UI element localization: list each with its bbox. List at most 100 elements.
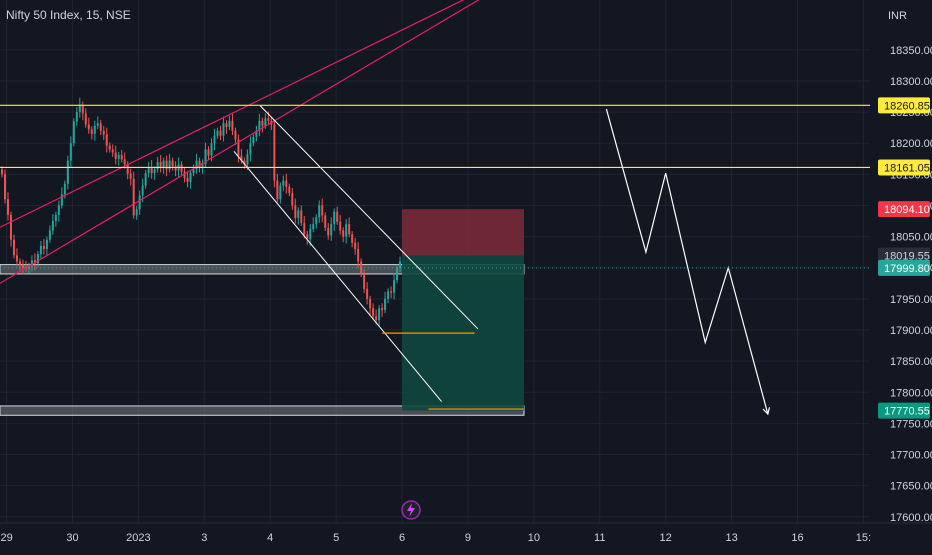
time-tick-label: 13 <box>725 532 737 544</box>
support-zone[interactable] <box>0 264 525 275</box>
candle <box>357 249 360 262</box>
candle <box>375 316 378 321</box>
levels[interactable] <box>0 104 870 269</box>
last-price-label: 17999.80 <box>884 263 930 275</box>
candle <box>81 104 84 114</box>
channel-down-lower[interactable] <box>233 150 442 402</box>
candle <box>192 169 195 174</box>
level-price-label: 18161.05 <box>884 162 930 174</box>
candle <box>396 267 399 281</box>
entry-price-label-bg <box>878 247 930 264</box>
candle <box>207 149 210 156</box>
candle <box>246 154 249 165</box>
candle <box>318 205 321 218</box>
candle <box>189 173 192 182</box>
candle <box>315 217 318 225</box>
candle <box>249 143 252 155</box>
candle <box>102 130 105 135</box>
candle <box>345 224 348 237</box>
time-tick-label: 9 <box>465 532 471 544</box>
candle <box>312 224 315 230</box>
candle <box>327 227 330 236</box>
candle <box>120 155 123 160</box>
short-position[interactable] <box>402 209 524 411</box>
candle <box>138 195 141 210</box>
candle <box>150 166 153 174</box>
candle <box>228 120 231 128</box>
candle <box>84 113 87 125</box>
candle <box>285 180 288 187</box>
candle <box>240 155 243 161</box>
candle <box>306 234 309 240</box>
candle <box>309 229 312 240</box>
channel-up-lower[interactable] <box>0 0 593 284</box>
candle <box>66 160 69 184</box>
candle <box>99 123 102 131</box>
last-price-label-bg <box>878 259 930 276</box>
candle <box>348 224 351 235</box>
candle <box>261 120 264 126</box>
price-tick-label: 18300.00 <box>890 76 932 88</box>
projection-path[interactable] <box>605 108 769 415</box>
candle <box>171 160 174 167</box>
candle <box>267 118 270 121</box>
candle <box>18 261 21 265</box>
candle <box>87 124 90 130</box>
price-tick-label: 17900.00 <box>890 325 932 337</box>
candle <box>198 160 201 167</box>
candle <box>30 260 33 266</box>
candle <box>330 224 333 236</box>
candle <box>129 173 132 179</box>
stop-loss-zone[interactable] <box>402 209 524 256</box>
time-axis[interactable]: 29 30 2023 3 4 5 6 9 10 11 12 13 16 15: <box>0 522 932 544</box>
candle <box>279 185 282 200</box>
candle <box>156 161 159 170</box>
candle <box>234 130 237 140</box>
candle <box>123 159 126 165</box>
candle <box>294 205 297 218</box>
candle <box>45 239 48 250</box>
candle <box>57 205 60 215</box>
candle <box>111 149 114 153</box>
support-zone[interactable] <box>0 405 525 416</box>
candle <box>183 171 186 179</box>
currency-label: INR <box>888 10 907 22</box>
candle <box>12 239 15 256</box>
candle <box>159 161 162 169</box>
lightning-icon[interactable] <box>401 500 421 520</box>
candle <box>255 130 258 137</box>
price-tick-label: 17700.00 <box>890 450 932 462</box>
candle <box>252 136 255 144</box>
candle <box>180 164 183 172</box>
time-tick-label: 4 <box>267 532 273 544</box>
drawings[interactable] <box>0 0 771 416</box>
candle <box>339 221 342 231</box>
candle <box>78 104 81 113</box>
candle <box>51 221 54 231</box>
time-tick-label: 11 <box>594 532 605 544</box>
time-tick-label: 10 <box>528 532 540 544</box>
price-axis[interactable]: 18350.0018300.0018250.0018200.0018150.00… <box>870 0 932 550</box>
candle <box>291 193 294 206</box>
candle <box>210 143 213 156</box>
price-tick-label: 17800.00 <box>890 387 932 399</box>
time-tick-label: 2023 <box>126 532 150 544</box>
candle <box>366 288 369 299</box>
candle <box>39 245 42 255</box>
price-tick-label: 17650.00 <box>890 481 932 493</box>
channel-up-upper[interactable] <box>0 0 593 228</box>
candle <box>93 125 96 134</box>
channel-down-upper[interactable] <box>259 105 479 330</box>
time-tick-label: 16 <box>791 532 803 544</box>
candle <box>69 143 72 161</box>
candle <box>141 185 144 196</box>
target-price-label: 17770.55 <box>884 406 930 418</box>
candle <box>204 149 207 165</box>
time-tick-label: 5 <box>333 532 339 544</box>
candle <box>324 215 327 228</box>
candle <box>126 164 129 174</box>
price-tick-label: 17750.00 <box>890 418 932 430</box>
candle <box>162 160 165 169</box>
